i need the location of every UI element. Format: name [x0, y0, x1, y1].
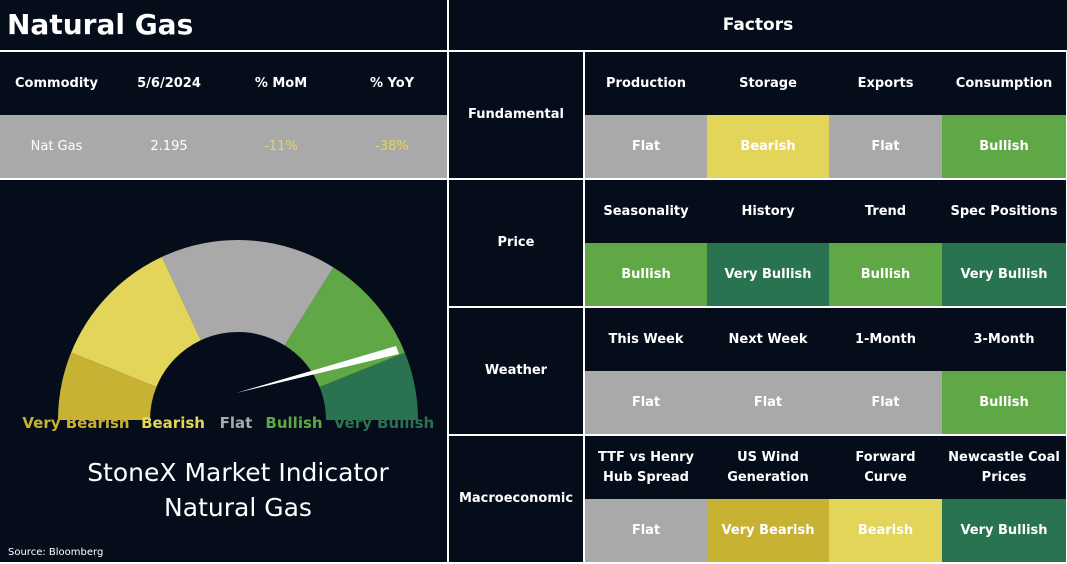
- gauge-label: Flat: [220, 414, 253, 432]
- factor-category: Macroeconomic: [449, 436, 583, 562]
- factor-signal: Flat: [829, 371, 942, 434]
- factor-category: Weather: [449, 308, 583, 434]
- gauge-panel: Very Bearish Bearish Flat Bullish Very Bulli…: [0, 180, 447, 562]
- factor-signal: Bullish: [942, 371, 1066, 434]
- source-note: Source: Bloomberg: [8, 547, 103, 558]
- factor-signal: Very Bullish: [942, 243, 1066, 306]
- factor-category: Fundamental: [449, 52, 583, 178]
- gauge-segment: [319, 352, 418, 420]
- factor-name: Trend: [829, 180, 942, 243]
- table-header: % MoM: [225, 52, 337, 115]
- factor-name: Forward Curve: [829, 436, 942, 499]
- factor-name: US Wind Generation: [707, 436, 829, 499]
- table-cell: -38%: [337, 115, 447, 178]
- gauge-label: Very Bullish: [334, 414, 435, 432]
- factor-signal: Very Bearish: [707, 499, 829, 562]
- gauge-label: Very Bearish: [22, 414, 129, 432]
- table-header: % YoY: [337, 52, 447, 115]
- factor-signal: Flat: [585, 371, 707, 434]
- table-header: 5/6/2024: [113, 52, 225, 115]
- gauge-title: StoneX Market Indicator: [87, 458, 389, 487]
- factor-category: Price: [449, 180, 583, 306]
- factor-signal: Bullish: [585, 243, 707, 306]
- table-cell: 2.195: [113, 115, 225, 178]
- factor-name: Newcastle Coal Prices: [942, 436, 1066, 499]
- factor-name: Consumption: [942, 52, 1066, 115]
- factor-name: Next Week: [707, 308, 829, 371]
- factors-title: Factors: [449, 0, 1067, 50]
- factor-signal: Flat: [585, 115, 707, 178]
- gauge-label: Bearish: [141, 414, 205, 432]
- factor-name: Exports: [829, 52, 942, 115]
- factor-signal: Bearish: [707, 115, 829, 178]
- table-cell: -11%: [225, 115, 337, 178]
- gauge-title: Natural Gas: [164, 493, 312, 522]
- factor-name: Spec Positions: [942, 180, 1066, 243]
- table-cell: Nat Gas: [0, 115, 113, 178]
- factor-signal: Flat: [585, 499, 707, 562]
- factor-signal: Flat: [707, 371, 829, 434]
- factor-name: Seasonality: [585, 180, 707, 243]
- factor-name: TTF vs Henry Hub Spread: [585, 436, 707, 499]
- gauge-segment: [161, 240, 334, 346]
- page-title: Natural Gas: [0, 0, 447, 50]
- factor-name: Storage: [707, 52, 829, 115]
- factor-name: 1-Month: [829, 308, 942, 371]
- gauge-label: Bullish: [265, 414, 322, 432]
- factor-name: This Week: [585, 308, 707, 371]
- factor-signal: Very Bullish: [942, 499, 1066, 562]
- factor-signal: Flat: [829, 115, 942, 178]
- factor-signal: Bullish: [942, 115, 1066, 178]
- factor-name: Production: [585, 52, 707, 115]
- factor-signal: Bullish: [829, 243, 942, 306]
- factor-name: 3-Month: [942, 308, 1066, 371]
- gauge-needle: [236, 346, 399, 393]
- gauge-segment: [58, 352, 157, 420]
- factor-name: History: [707, 180, 829, 243]
- gauge-segment: [71, 256, 201, 388]
- table-header: Commodity: [0, 52, 113, 115]
- factor-signal: Bearish: [829, 499, 942, 562]
- factor-signal: Very Bullish: [707, 243, 829, 306]
